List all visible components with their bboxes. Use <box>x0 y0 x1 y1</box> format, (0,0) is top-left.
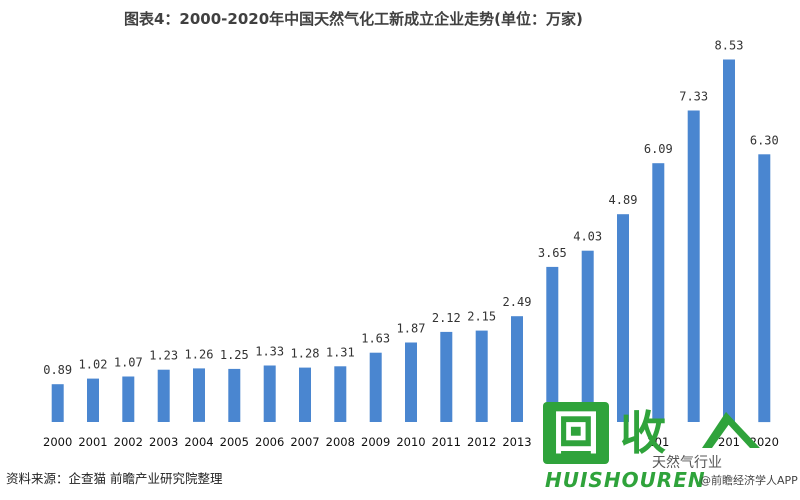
bar-2007 <box>299 367 311 422</box>
value-label-2004: 1.26 <box>185 347 214 361</box>
bar-2003 <box>157 369 170 422</box>
value-label-2011: 2.12 <box>432 311 461 325</box>
bar-2006 <box>263 365 276 422</box>
logo-subtitle: HUISHOUREN <box>545 468 706 492</box>
bar-2010 <box>405 342 417 422</box>
bar-2018 <box>687 110 700 422</box>
value-label-2019: 8.53 <box>715 39 744 53</box>
bar-2017 <box>652 163 665 422</box>
tick-label-2012: 2012 <box>467 435 496 449</box>
tick-label-2005: 2005 <box>220 435 249 449</box>
logo-text: 收 <box>620 406 666 460</box>
tick-label-2002: 2002 <box>114 435 143 449</box>
bar-2004 <box>193 368 205 422</box>
value-label-2003: 1.23 <box>149 349 178 363</box>
bar-2019 <box>723 59 735 422</box>
check-arrow-icon <box>702 412 760 448</box>
value-label-2017: 6.09 <box>644 142 673 156</box>
bar-2012 <box>475 330 488 422</box>
bar-2009 <box>369 352 382 422</box>
value-label-2002: 1.07 <box>114 356 143 370</box>
value-label-2009: 1.63 <box>361 332 390 346</box>
bar-2013 <box>511 316 523 422</box>
tick-label-2011: 2011 <box>432 435 461 449</box>
chart-title: 图表4：2000-2020年中国天然气化工新成立企业走势(单位：万家) <box>124 10 583 28</box>
bar-2011 <box>440 331 453 422</box>
value-label-2016: 4.89 <box>609 193 638 207</box>
value-label-2006: 1.33 <box>255 345 284 359</box>
huishouren-logo: 回 收 HUISHOUREN <box>543 402 706 500</box>
bar-2020 <box>758 154 771 423</box>
value-label-2013: 2.49 <box>503 295 532 309</box>
value-label-2014: 3.65 <box>538 246 567 260</box>
bar-2000 <box>51 384 64 422</box>
tick-label-2000: 2000 <box>43 435 72 449</box>
x-axis-tick-labels: 2000 2001 2002 2003 2004 2005 2006 2007 2008 2009… <box>43 435 779 449</box>
bar-2014 <box>546 266 559 422</box>
value-label-2007: 1.28 <box>291 347 320 361</box>
value-labels-group: 0.89 1.02 1.07 1.23 1.26 1.25 1.33 1.28 1.31 1.63… <box>43 39 779 378</box>
bar-2008 <box>334 366 347 422</box>
value-label-2008: 1.31 <box>326 345 355 359</box>
tick-label-2007: 2007 <box>290 435 319 449</box>
bar-2016 <box>617 214 629 422</box>
bar-2005 <box>228 368 241 422</box>
value-label-2000: 0.89 <box>43 363 72 377</box>
value-label-2010: 1.87 <box>397 322 426 336</box>
bar-2001 <box>87 378 99 422</box>
source-note: 资料来源：企查猫 前瞻产业研究院整理 <box>6 471 223 486</box>
tick-label-2006: 2006 <box>255 435 284 449</box>
value-label-2001: 1.02 <box>79 358 108 372</box>
value-label-2020: 6.30 <box>750 133 779 147</box>
tick-label-2010: 2010 <box>396 435 425 449</box>
wechat-tag: 天然气行业 <box>652 455 722 471</box>
value-label-2012: 2.15 <box>467 310 496 324</box>
value-label-2015: 4.03 <box>573 230 602 244</box>
app-watermark: @前瞻经济学人APP <box>700 474 798 487</box>
tick-label-2003: 2003 <box>149 435 178 449</box>
value-label-2005: 1.25 <box>220 348 249 362</box>
tick-label-2008: 2008 <box>326 435 355 449</box>
tick-label-2001: 2001 <box>78 435 107 449</box>
tick-label-2019: 201 <box>718 435 740 449</box>
bar-2015 <box>581 250 594 422</box>
tick-label-2013: 2013 <box>502 435 531 449</box>
tick-label-2009: 2009 <box>361 435 390 449</box>
logo-box: 回 <box>543 402 609 464</box>
tick-label-2017: 201 <box>647 435 669 449</box>
tick-label-2004: 2004 <box>184 435 213 449</box>
value-label-2018: 7.33 <box>679 90 708 104</box>
logo-box-text: 回 <box>553 406 599 460</box>
bars-group <box>51 59 771 423</box>
bar-2002 <box>122 376 135 422</box>
